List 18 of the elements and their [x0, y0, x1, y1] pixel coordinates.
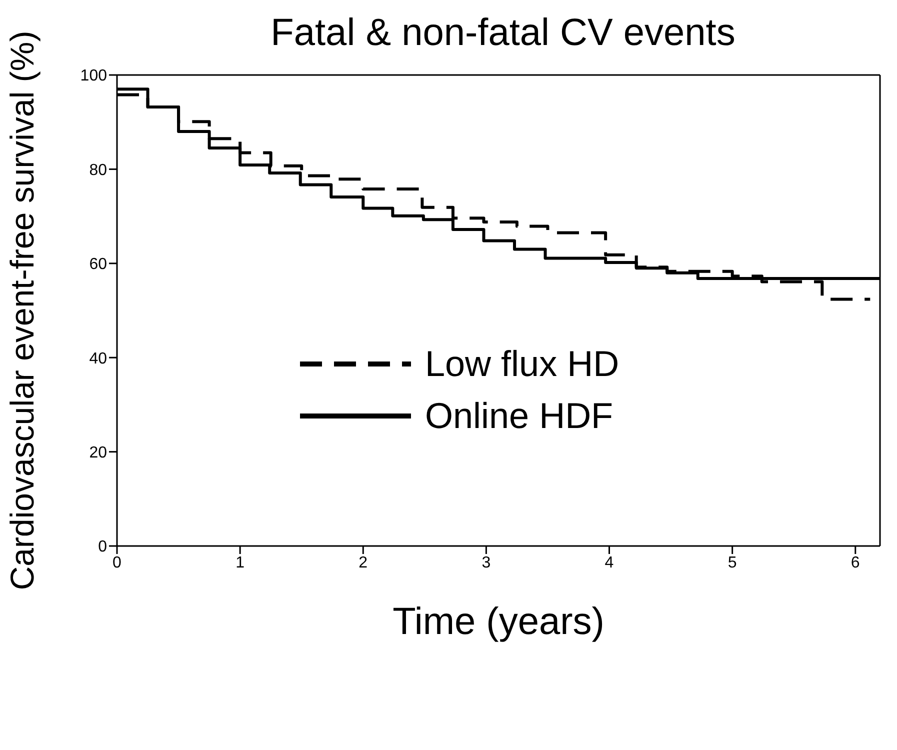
x-tick-label: 5	[728, 554, 737, 572]
x-tick-label: 2	[358, 554, 368, 572]
y-axis-title: Cardiovascular event-free survival (%)	[4, 30, 41, 590]
x-tick-label: 4	[604, 554, 614, 572]
x-tick-label: 0	[112, 554, 122, 572]
x-axis-title: Time (years)	[392, 601, 604, 643]
legend-label: Low flux HD	[425, 343, 620, 385]
y-tick-label: 100	[80, 68, 108, 85]
y-tick-label: 20	[89, 444, 108, 462]
x-tick-label: 6	[850, 554, 860, 572]
chart-title: Fatal & non-fatal CV events	[270, 12, 736, 55]
y-tick-label: 0	[98, 538, 108, 556]
y-tick-label: 40	[89, 350, 108, 368]
y-tick-label: 60	[89, 256, 108, 274]
x-tick-label: 3	[482, 554, 491, 572]
legend-label: Online HDF	[425, 395, 614, 437]
y-tick-label: 80	[89, 162, 108, 179]
x-tick-label: 1	[236, 554, 245, 572]
